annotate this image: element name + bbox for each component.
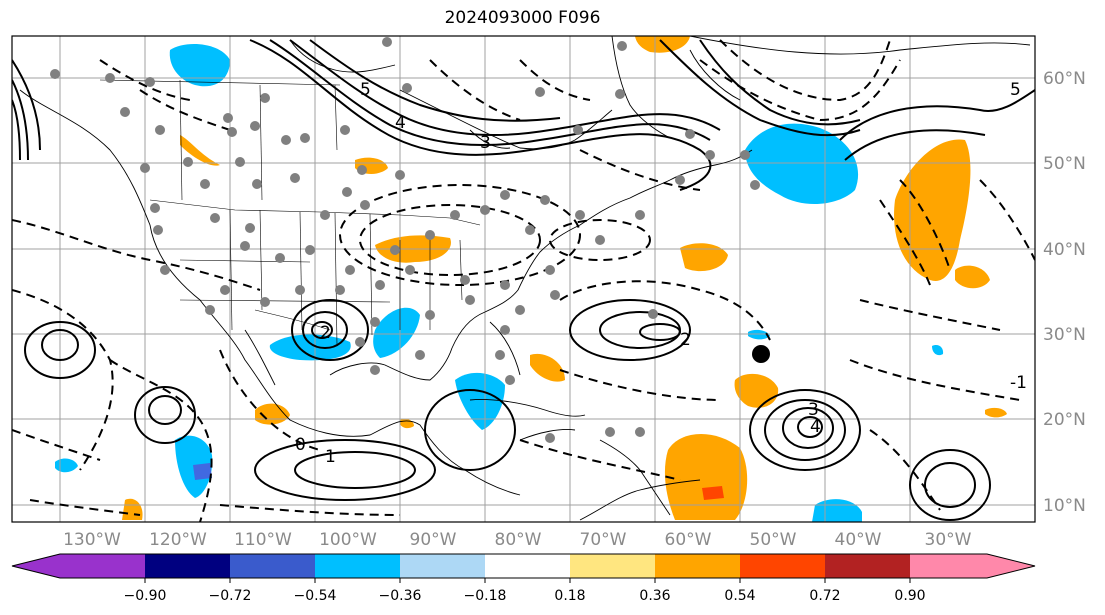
lon-label: 100°W <box>319 530 377 550</box>
colorbar-extend-high <box>987 554 1035 578</box>
contours-dashed <box>12 39 1035 522</box>
lon-label: 130°W <box>63 530 121 550</box>
negative-region-canada <box>169 44 230 87</box>
colorbar-tick-label: −0.90 <box>124 588 167 604</box>
contour-label: 3 <box>808 400 819 420</box>
colorbar-tick-label: 0.18 <box>554 588 585 604</box>
colorbar-bin <box>655 554 740 578</box>
negative-region-small3 <box>748 329 770 340</box>
lat-label: 10°N <box>1043 496 1086 516</box>
colorbar-bin <box>145 554 230 578</box>
negative-region-gulf-east <box>373 307 420 358</box>
lon-label: 70°W <box>580 530 627 550</box>
contours-solid <box>12 39 1035 521</box>
positive-region-greenland <box>635 36 690 53</box>
lon-label: 30°W <box>925 530 972 550</box>
colorbar-tick-label: 0.54 <box>724 588 755 604</box>
colorbar-bin <box>60 554 145 578</box>
colorbar-tick-label: 0.90 <box>894 588 925 604</box>
positive-region-atlantic-mid <box>734 373 779 408</box>
colorbar-bin <box>740 554 825 578</box>
contour-labels: 5 4 3 2 1 0 -1 2 3 4 5 <box>295 80 1027 467</box>
lon-label: 40°W <box>835 530 882 550</box>
map-title: 2024093000 F096 <box>444 8 601 28</box>
negative-region-small6 <box>932 344 944 356</box>
colorbar-bin <box>315 554 400 578</box>
positive-region-small2 <box>985 407 1007 418</box>
contour-label: 4 <box>395 113 406 133</box>
storm-marker <box>752 345 770 363</box>
lat-label: 50°N <box>1043 154 1086 174</box>
colorbar: −0.90 −0.72 −0.54 −0.36 −0.18 0.18 0.36 … <box>11 553 1036 604</box>
positive-strong-caribbean <box>702 486 724 500</box>
positive-region-east-atl <box>955 265 990 289</box>
lat-label: 30°N <box>1043 325 1086 345</box>
lat-label: 40°N <box>1043 240 1086 260</box>
longitude-labels: 130°W 120°W 110°W 100°W 90°W 80°W 70°W 6… <box>63 530 972 550</box>
lon-label: 80°W <box>495 530 542 550</box>
negative-region-caribbean <box>455 372 505 430</box>
map-frame <box>11 35 1036 523</box>
lon-label: 50°W <box>750 530 797 550</box>
colorbar-bin <box>570 554 655 578</box>
lat-label: 20°N <box>1043 410 1086 430</box>
negative-region-small1 <box>55 458 78 473</box>
colorbar-extend-low <box>12 554 60 578</box>
colorbar-tick-label: −0.18 <box>464 588 507 604</box>
colorbar-tick-label: 0.36 <box>639 588 670 604</box>
contour-label: 2 <box>320 323 331 343</box>
colorbar-bin <box>230 554 315 578</box>
colorbar-tick-label: 0.72 <box>809 588 840 604</box>
lon-label: 90°W <box>410 530 457 550</box>
contour-label: 3 <box>480 133 491 153</box>
colorbar-bin <box>485 554 570 578</box>
positive-region-atl-east2 <box>680 243 728 272</box>
contour-label: 5 <box>1010 80 1021 100</box>
colorbar-tick-label: −0.36 <box>379 588 422 604</box>
negative-strong-pacific <box>193 463 212 480</box>
colorbar-tick-label: −0.54 <box>294 588 337 604</box>
contour-label: -1 <box>1010 373 1027 393</box>
station-dots <box>50 37 760 443</box>
negative-region-newfoundland <box>745 123 859 205</box>
lon-label: 60°W <box>665 530 712 550</box>
contour-label: 5 <box>360 80 371 100</box>
contour-label: 4 <box>810 417 821 437</box>
lat-label: 60°N <box>1043 69 1086 89</box>
positive-region-bahamas <box>530 353 565 382</box>
negative-region-gulf <box>269 334 351 361</box>
latitude-labels: 60°N 50°N 40°N 30°N 20°N 10°N <box>1043 69 1086 516</box>
colorbar-bin <box>910 554 987 578</box>
colorbar-bin <box>400 554 485 578</box>
positive-region-caribbean-south <box>664 433 748 520</box>
graticule <box>12 36 1035 522</box>
lon-label: 120°W <box>149 530 207 550</box>
contour-label: 2 <box>680 330 691 350</box>
colorbar-outline <box>11 553 1036 579</box>
positive-region-atlantic-east <box>894 139 971 281</box>
lon-label: 110°W <box>234 530 292 550</box>
colorbar-tick-label: −0.72 <box>209 588 252 604</box>
contour-label: 0 <box>295 435 306 455</box>
positive-region-small4 <box>180 135 220 166</box>
colorbar-bin <box>825 554 910 578</box>
contour-label: 1 <box>325 447 336 467</box>
